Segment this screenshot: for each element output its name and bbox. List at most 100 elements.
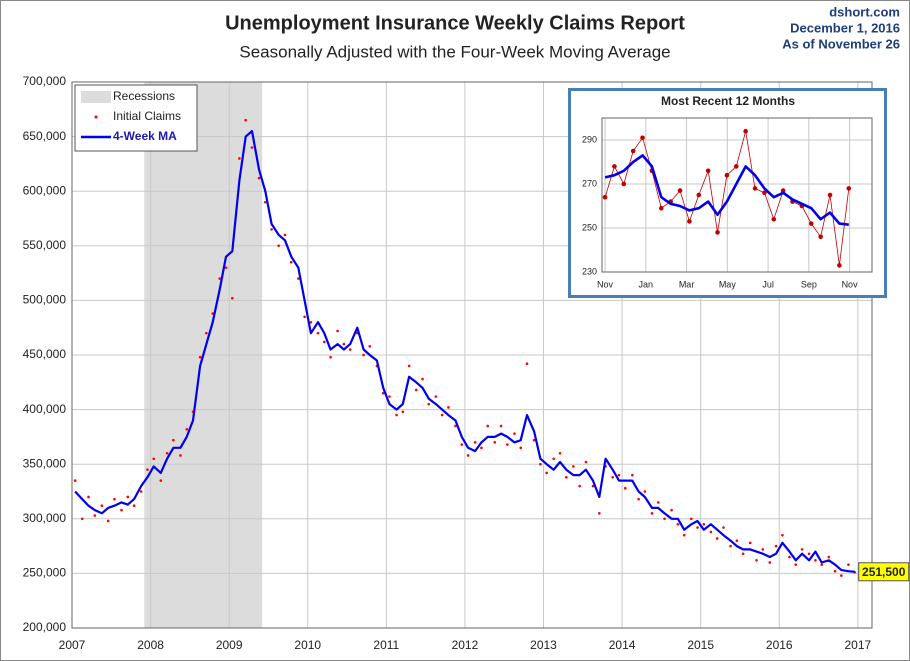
data-point bbox=[87, 495, 90, 499]
data-point bbox=[218, 277, 222, 280]
chart-subtitle: Seasonally Adjusted with the Four-Week M… bbox=[239, 42, 670, 61]
data-point bbox=[525, 362, 529, 366]
data-point bbox=[205, 331, 208, 335]
y-tick-label: 300,000 bbox=[23, 511, 67, 525]
data-point bbox=[748, 541, 752, 545]
x-tick-label: 2013 bbox=[530, 638, 557, 652]
data-point bbox=[696, 192, 702, 198]
data-point bbox=[132, 504, 136, 507]
y-tick-label: 250,000 bbox=[23, 566, 67, 580]
data-point bbox=[715, 537, 719, 540]
value-callout bbox=[858, 562, 910, 582]
data-point bbox=[814, 558, 817, 562]
data-point bbox=[270, 228, 273, 231]
x-tick-label: 2008 bbox=[137, 638, 164, 652]
data-point bbox=[231, 296, 234, 300]
data-point bbox=[250, 146, 254, 149]
data-point bbox=[414, 388, 418, 392]
data-point bbox=[833, 569, 837, 573]
data-point bbox=[434, 395, 438, 398]
y-tick-label: 600,000 bbox=[23, 183, 67, 197]
y-tick-label: 200,000 bbox=[23, 620, 67, 634]
data-point bbox=[827, 555, 831, 559]
data-point bbox=[578, 484, 581, 488]
data-point bbox=[336, 329, 339, 333]
data-point bbox=[198, 355, 202, 359]
data-point bbox=[146, 468, 149, 471]
data-point bbox=[297, 277, 300, 280]
series-line bbox=[74, 130, 855, 573]
data-point bbox=[702, 522, 706, 526]
data-point bbox=[658, 205, 664, 211]
data-point bbox=[752, 186, 758, 191]
data-point bbox=[407, 364, 411, 368]
data-point bbox=[460, 443, 464, 446]
data-point bbox=[696, 526, 699, 529]
data-point bbox=[388, 395, 391, 398]
data-point bbox=[687, 219, 692, 224]
y-tick-label: 650,000 bbox=[23, 129, 67, 143]
data-point bbox=[289, 260, 293, 264]
data-point bbox=[506, 443, 509, 446]
data-point bbox=[663, 517, 666, 521]
plot-frame bbox=[71, 81, 873, 629]
data-point bbox=[837, 263, 842, 268]
data-point bbox=[584, 460, 588, 464]
data-point bbox=[440, 413, 444, 417]
data-point bbox=[623, 486, 627, 490]
data-point bbox=[771, 216, 777, 222]
as-of: As of November 26 bbox=[782, 36, 900, 51]
data-point bbox=[729, 544, 732, 548]
data-point bbox=[165, 451, 169, 455]
data-point bbox=[342, 342, 346, 346]
y-tick-label: 290 bbox=[582, 134, 597, 144]
plot-frame bbox=[601, 117, 873, 273]
data-point bbox=[774, 544, 778, 548]
data-point bbox=[401, 410, 405, 414]
series-line bbox=[604, 154, 849, 226]
data-point bbox=[152, 457, 156, 461]
data-point bbox=[113, 497, 116, 501]
x-tick-label: Mar bbox=[679, 279, 695, 289]
data-point bbox=[643, 490, 647, 493]
data-point bbox=[322, 340, 326, 344]
data-point bbox=[640, 135, 645, 141]
x-tick-label: 2011 bbox=[373, 638, 399, 652]
data-point bbox=[715, 230, 720, 235]
x-tick-label: Nov bbox=[597, 279, 614, 289]
data-point bbox=[709, 530, 713, 534]
data-point bbox=[689, 517, 693, 521]
data-point bbox=[480, 446, 483, 450]
date: December 1, 2016 bbox=[790, 20, 900, 35]
data-point bbox=[120, 508, 123, 512]
legend-label: 4-Week MA bbox=[113, 129, 177, 143]
x-tick-label: Nov bbox=[842, 279, 859, 289]
data-point bbox=[539, 462, 542, 466]
data-point bbox=[106, 519, 110, 523]
x-tick-label: 2015 bbox=[687, 638, 714, 652]
legend-label: Recessions bbox=[113, 89, 175, 103]
y-tick-label: 350,000 bbox=[23, 456, 67, 470]
data-point bbox=[532, 438, 536, 442]
data-point bbox=[630, 148, 636, 154]
data-point bbox=[631, 473, 634, 477]
legend-label: Initial Claims bbox=[113, 109, 181, 123]
data-point bbox=[656, 501, 660, 504]
data-point bbox=[840, 574, 843, 577]
x-tick-label: May bbox=[719, 279, 737, 289]
legend-swatch bbox=[94, 115, 98, 119]
data-point bbox=[637, 497, 640, 501]
data-point bbox=[264, 200, 267, 204]
data-point bbox=[617, 473, 621, 477]
data-point bbox=[755, 558, 758, 562]
data-point bbox=[519, 446, 523, 450]
data-point bbox=[722, 526, 725, 529]
data-point bbox=[612, 164, 617, 169]
data-point bbox=[185, 427, 189, 431]
data-point bbox=[800, 548, 804, 551]
data-point bbox=[847, 563, 850, 566]
data-point bbox=[677, 188, 683, 193]
chart-title: Unemployment Insurance Weekly Claims Rep… bbox=[225, 12, 685, 34]
y-tick-label: 450,000 bbox=[23, 347, 67, 361]
